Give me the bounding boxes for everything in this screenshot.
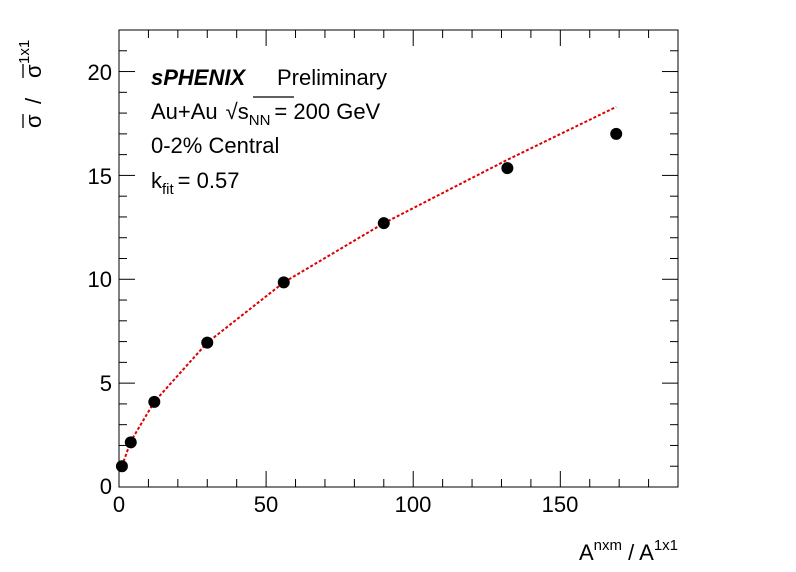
collision-system: Au+Au √sNN = 200 GeV xyxy=(151,99,381,129)
k-value: = 0.57 xyxy=(178,168,240,193)
x-tick-label: 150 xyxy=(542,492,579,517)
data-point xyxy=(201,336,214,349)
y-axis-title-sup: 1x1 xyxy=(16,40,33,64)
y-axis-title-den: σ xyxy=(21,64,46,78)
x-axis-title-main: A xyxy=(579,540,594,565)
sqrt-symbol: √ xyxy=(226,99,239,124)
centrality-label: 0-2% Central xyxy=(151,133,279,158)
x-tick-labels: 0 50 100 150 xyxy=(113,492,578,517)
x-axis-title: Anxm / A1x1 xyxy=(579,537,678,565)
y-axis-title-num: σ xyxy=(21,114,46,128)
x-tick-label: 50 xyxy=(254,492,278,517)
x-axis-title-mid: / A xyxy=(622,540,654,565)
y-tick-labels: 0 5 10 15 20 xyxy=(88,60,112,499)
y-axis-title-sep: / xyxy=(21,97,46,104)
y-tick-label: 10 xyxy=(88,267,112,292)
data-points xyxy=(115,127,623,473)
y-tick-label: 0 xyxy=(100,474,112,499)
y-axis-title: σ / σ 1x1 xyxy=(16,40,46,128)
data-point xyxy=(277,276,290,289)
annotation-block: sPHENIX Preliminary Au+Au √sNN = 200 GeV 0… xyxy=(151,65,387,198)
k-label: k xyxy=(151,168,163,193)
y-tick-label: 20 xyxy=(88,60,112,85)
data-point xyxy=(377,217,390,230)
s-label: s xyxy=(238,99,249,124)
s-sub: NN xyxy=(249,112,271,129)
data-point xyxy=(501,162,514,175)
energy: = 200 GeV xyxy=(274,99,380,124)
data-point xyxy=(148,395,161,408)
x-tick-label: 100 xyxy=(395,492,432,517)
k-fit-label: kfit = 0.57 xyxy=(151,168,239,198)
x-axis-title-sup2: 1x1 xyxy=(654,537,678,554)
data-point xyxy=(610,127,623,140)
y-tick-label: 15 xyxy=(88,164,112,189)
axis-ticks xyxy=(118,29,679,488)
data-point xyxy=(124,436,137,449)
fit-curve xyxy=(120,106,617,467)
k-sub: fit xyxy=(162,181,175,198)
x-tick-label: 0 xyxy=(113,492,125,517)
status-label: Preliminary xyxy=(277,65,387,90)
x-axis-title-sup1: nxm xyxy=(594,537,622,554)
experiment-label: sPHENIX xyxy=(151,65,246,90)
data-point xyxy=(115,460,128,473)
system-prefix: Au+Au xyxy=(151,99,218,124)
y-tick-label: 5 xyxy=(100,371,112,396)
